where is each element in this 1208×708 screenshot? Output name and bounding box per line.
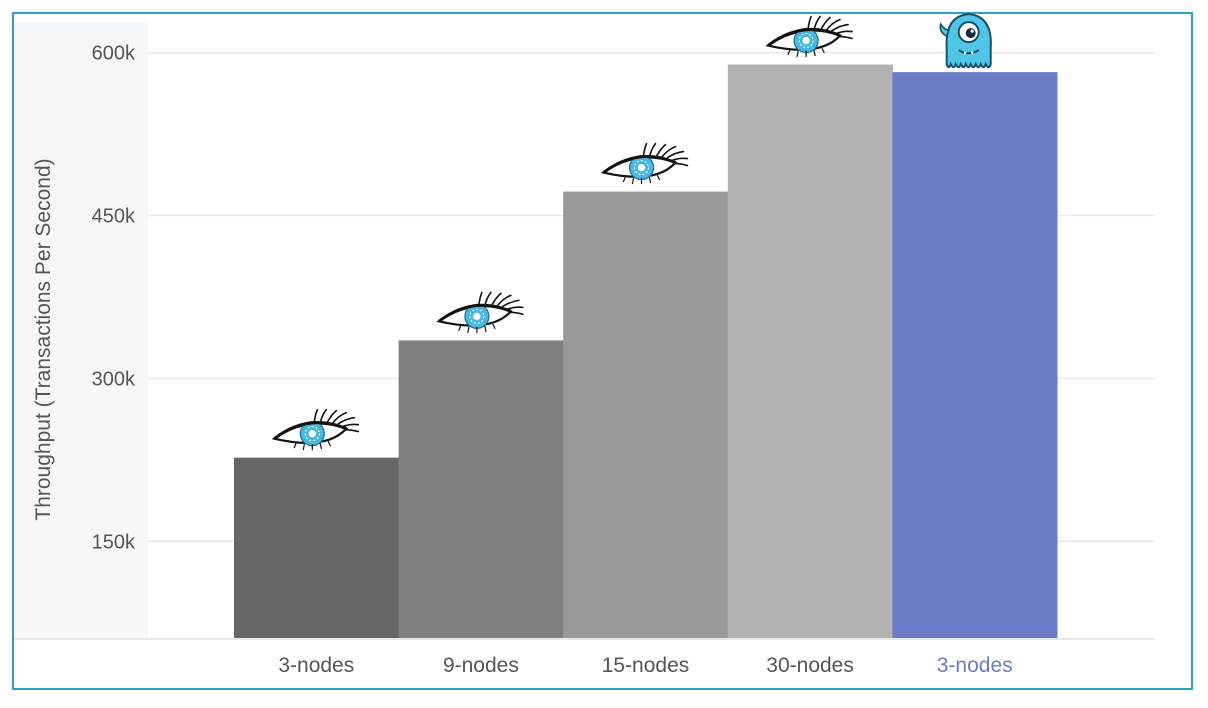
y-tick-label: 600k xyxy=(92,43,136,65)
eye-icon xyxy=(437,290,525,334)
bar-series xyxy=(234,64,1058,640)
y-axis: 150k 300k 450k 600k xyxy=(92,43,136,554)
bar-3 xyxy=(563,191,729,639)
x-tick-label: 15-nodes xyxy=(602,654,690,677)
x-tick-label: 3-nodes xyxy=(937,654,1013,677)
x-tick-label: 9-nodes xyxy=(443,654,519,677)
bar-4 xyxy=(727,64,893,640)
x-axis: 3-nodes 9-nodes 15-nodes 30-nodes 3-nodes xyxy=(278,654,1012,677)
plot-band xyxy=(14,22,148,639)
eye-icon xyxy=(602,142,689,186)
bar-2 xyxy=(398,340,564,639)
x-tick-label: 3-nodes xyxy=(278,654,354,677)
y-tick-label: 450k xyxy=(92,205,136,227)
x-tick-label: 30-nodes xyxy=(766,654,854,677)
eye-icon xyxy=(766,15,854,59)
octopus-mascot-icon xyxy=(939,13,992,69)
y-tick-label: 150k xyxy=(92,531,136,553)
bar-1 xyxy=(234,457,400,639)
y-tick-label: 300k xyxy=(92,368,136,390)
bar-5 xyxy=(892,72,1058,639)
y-axis-title: Throughput (Transactions Per Second) xyxy=(32,158,55,520)
eye-icon xyxy=(272,408,360,452)
